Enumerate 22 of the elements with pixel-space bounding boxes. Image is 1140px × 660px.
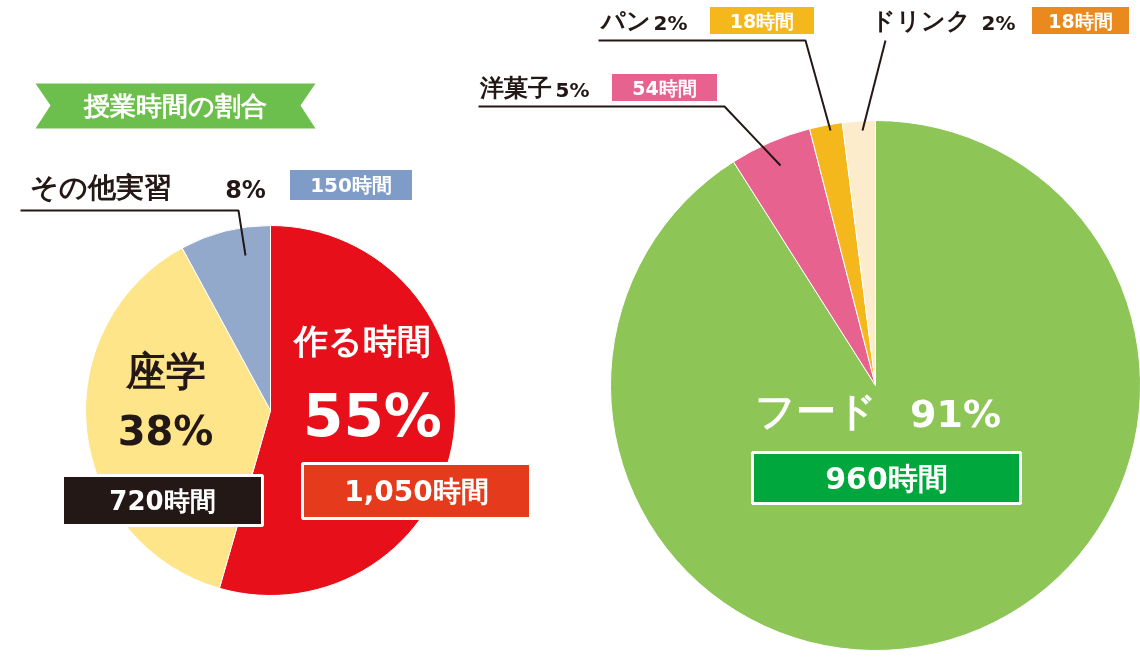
text: 18時間 bbox=[729, 9, 795, 32]
data-label: 2% bbox=[981, 10, 1016, 35]
data-label: 2% bbox=[653, 10, 688, 35]
text: 18時間 bbox=[1048, 9, 1113, 32]
data-label: 91% bbox=[910, 391, 1001, 436]
slice-label: 洋菓子 bbox=[478, 73, 552, 102]
text: 960時間 bbox=[825, 460, 948, 496]
data-label: 38% bbox=[117, 407, 214, 454]
slice-label: ドリンク bbox=[870, 6, 971, 35]
slice-label: 座学 bbox=[124, 347, 206, 394]
slice-label: フード bbox=[754, 387, 877, 434]
slice-label: パン bbox=[598, 6, 651, 35]
text: 720時間 bbox=[109, 485, 216, 516]
data-label: 5% bbox=[555, 77, 590, 102]
data-label: 55% bbox=[303, 381, 442, 450]
chart-title: 授業時間の割合 bbox=[83, 90, 267, 121]
text: 54時間 bbox=[632, 76, 697, 99]
text: 1,050時間 bbox=[344, 474, 489, 508]
data-label: 8% bbox=[225, 175, 266, 204]
slice-label: その他実習 bbox=[29, 171, 172, 204]
slice-label: 作る時間 bbox=[292, 320, 431, 361]
text: 150時間 bbox=[310, 173, 392, 197]
